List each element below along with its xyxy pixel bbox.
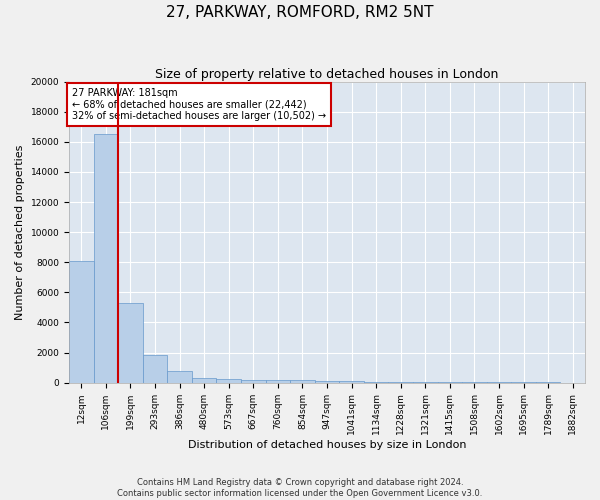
Y-axis label: Number of detached properties: Number of detached properties <box>15 144 25 320</box>
Text: 27 PARKWAY: 181sqm
← 68% of detached houses are smaller (22,442)
32% of semi-det: 27 PARKWAY: 181sqm ← 68% of detached hou… <box>71 88 326 121</box>
Bar <box>315 381 339 382</box>
Title: Size of property relative to detached houses in London: Size of property relative to detached ho… <box>155 68 499 80</box>
Bar <box>241 380 266 382</box>
Text: Contains HM Land Registry data © Crown copyright and database right 2024.
Contai: Contains HM Land Registry data © Crown c… <box>118 478 482 498</box>
Bar <box>266 380 290 382</box>
Bar <box>143 355 167 382</box>
Bar <box>167 372 192 382</box>
Bar <box>69 260 94 382</box>
Bar <box>217 380 241 382</box>
Bar <box>94 134 118 382</box>
Bar <box>192 378 217 382</box>
Bar <box>118 303 143 382</box>
Text: 27, PARKWAY, ROMFORD, RM2 5NT: 27, PARKWAY, ROMFORD, RM2 5NT <box>166 5 434 20</box>
X-axis label: Distribution of detached houses by size in London: Distribution of detached houses by size … <box>188 440 466 450</box>
Bar <box>290 380 315 382</box>
